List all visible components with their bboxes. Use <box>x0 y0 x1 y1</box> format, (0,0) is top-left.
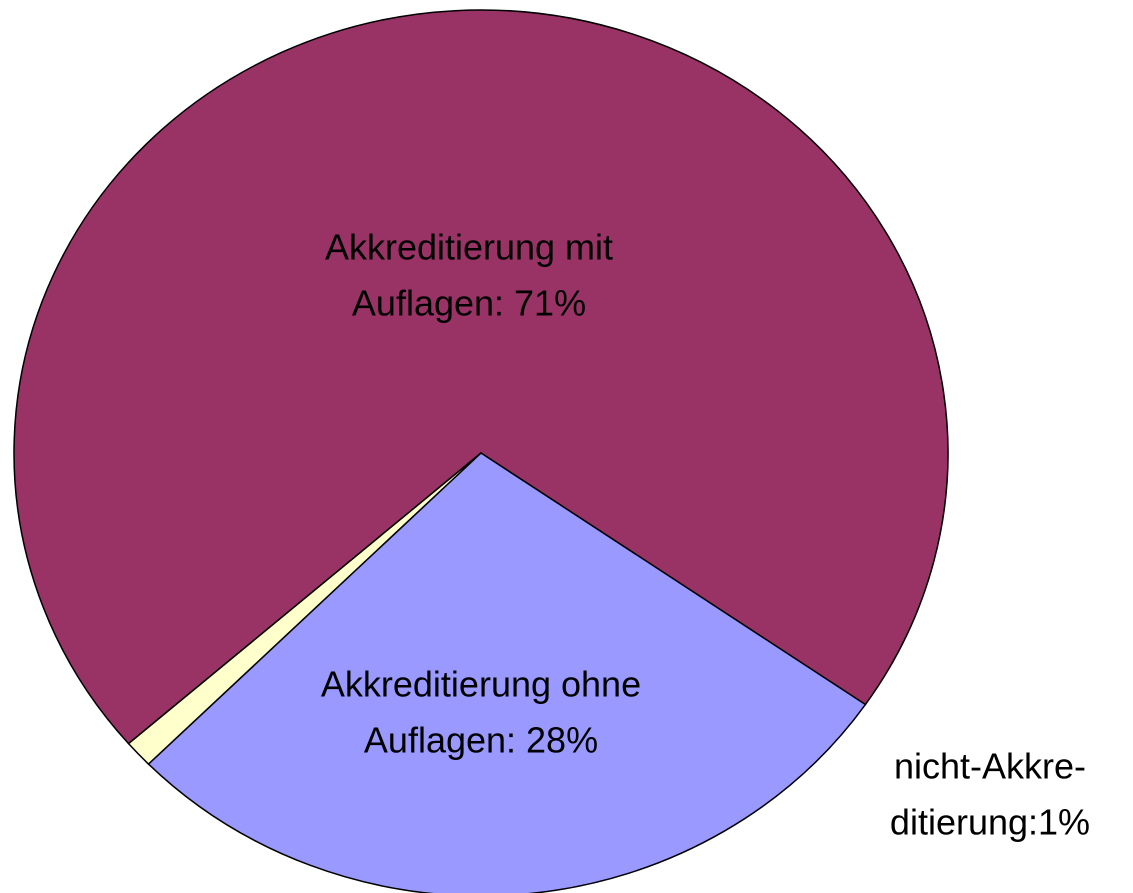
slice-label: Akkreditierung mit <box>325 227 613 268</box>
pie-slice <box>147 452 867 893</box>
slice-label: Auflagen: 71% <box>352 283 586 324</box>
slice-label: nicht-Akkre- <box>894 746 1086 787</box>
slice-label: Auflagen: 28% <box>364 720 598 761</box>
slice-label: ditierung:1% <box>890 802 1090 843</box>
slice-label: Akkreditierung ohne <box>321 664 641 705</box>
pie-slice <box>13 9 949 745</box>
pie-slice <box>127 452 482 766</box>
